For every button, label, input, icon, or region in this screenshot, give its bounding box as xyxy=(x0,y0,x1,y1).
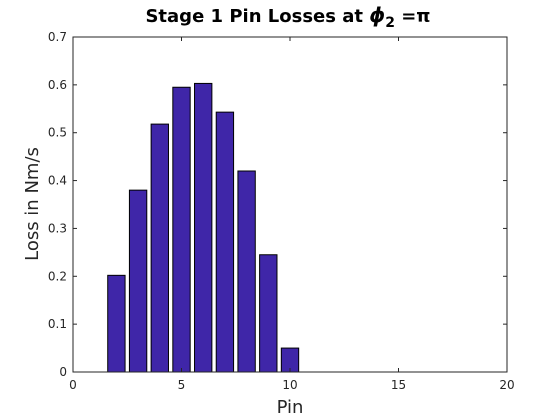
bars-group xyxy=(107,82,300,373)
y-tick-label-0.4: 0.4 xyxy=(48,174,67,188)
chart-title-symbol: ϕ xyxy=(369,3,385,27)
y-axis-label: Loss in Nm/s xyxy=(22,147,43,261)
chart-title-tail: =π xyxy=(395,6,431,27)
chart-title-subscript: 2 xyxy=(385,15,395,31)
plot-area-box xyxy=(72,36,508,373)
y-tick-label-0: 0 xyxy=(59,365,67,379)
y-tick-label-0.7: 0.7 xyxy=(48,30,67,44)
x-tick-label-0: 0 xyxy=(69,378,77,392)
bar-pin-7 xyxy=(215,111,235,373)
y-tick-label-0.2: 0.2 xyxy=(48,269,67,283)
x-tick-label-10: 10 xyxy=(282,378,297,392)
bar-pin-3 xyxy=(128,189,148,373)
svg-text:Stage 1 Pin Losses at ϕ2 =π: Stage 1 Pin Losses at ϕ2 =π xyxy=(145,3,430,31)
y-tick-label-0.3: 0.3 xyxy=(48,221,67,235)
bar-pin-9 xyxy=(259,254,278,373)
x-tick-label-20: 20 xyxy=(499,378,514,392)
x-tick-label-15: 15 xyxy=(391,378,406,392)
chart-title: Stage 1 Pin Losses at ϕ2 =π xyxy=(145,3,430,31)
chart-title-main: Stage 1 Pin Losses at xyxy=(145,6,369,27)
bar-pin-4 xyxy=(150,123,169,373)
bar-pin-6 xyxy=(194,82,213,373)
bar-pin-5 xyxy=(172,86,191,373)
y-tick-label-0.5: 0.5 xyxy=(48,126,67,140)
x-axis-label: Pin xyxy=(277,397,304,418)
axis-ticks: 0 5 10 15 20 0 0.1 0.2 0.3 0.4 0.5 0.6 0.7 xyxy=(48,30,515,392)
bar-pin-8 xyxy=(237,170,256,373)
y-tick-label-0.1: 0.1 xyxy=(48,317,67,331)
y-tick-label-0.6: 0.6 xyxy=(48,78,67,92)
x-tick-label-5: 5 xyxy=(178,378,186,392)
bar-pin-2 xyxy=(107,274,126,373)
